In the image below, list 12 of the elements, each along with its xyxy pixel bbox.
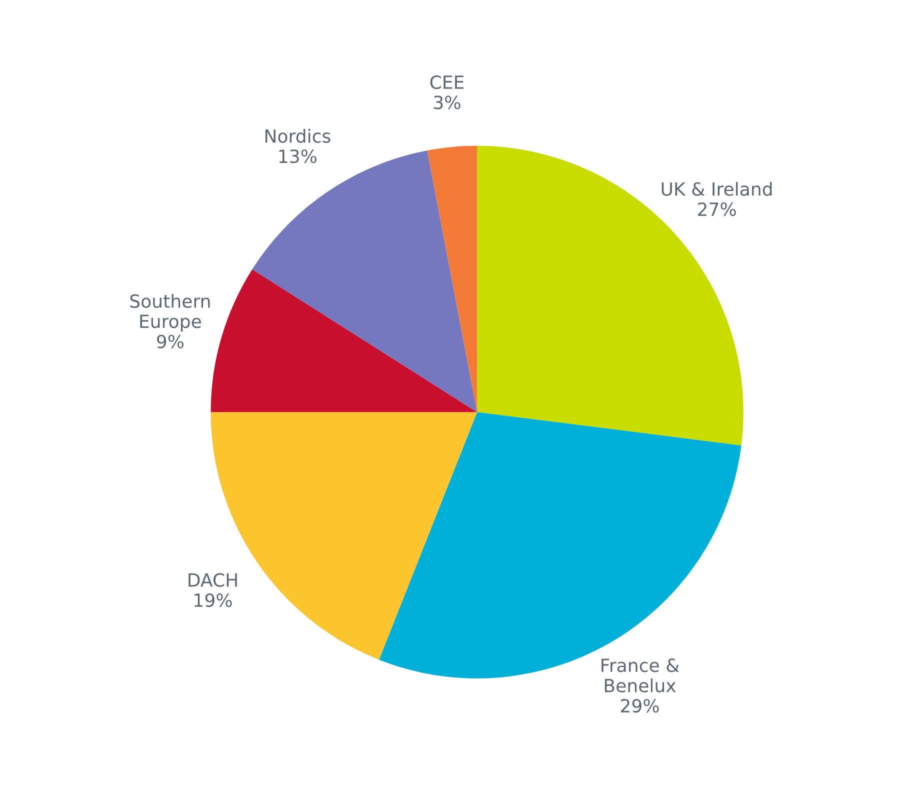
slice-label: CEE — [430, 75, 464, 90]
data-label: 9% — [157, 334, 184, 348]
slice-label: France & Benelux — [602, 658, 680, 692]
data-label: 19% — [194, 593, 232, 608]
slice-label: Nordics — [265, 128, 330, 143]
data-label: 3% — [434, 96, 460, 110]
data-label: 27% — [698, 202, 736, 216]
slice-label: Southern Europe — [130, 294, 210, 332]
data-label: 29% — [621, 698, 659, 713]
slice-label: DACH — [188, 573, 237, 587]
data-label: 13% — [279, 149, 317, 164]
slice-label: UK & Ireland — [662, 182, 772, 196]
